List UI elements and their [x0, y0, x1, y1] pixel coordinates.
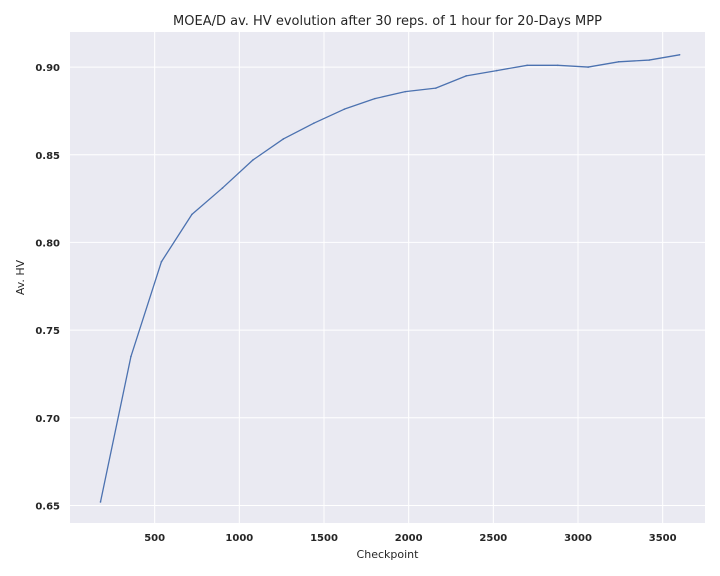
y-tick-label: 0.80	[35, 238, 60, 249]
x-tick-label: 3500	[649, 533, 677, 544]
x-tick-label: 2000	[395, 533, 423, 544]
x-tick-label: 3000	[564, 533, 592, 544]
data-point	[191, 213, 193, 216]
data-point	[678, 53, 681, 56]
y-tick-label: 0.65	[35, 501, 60, 512]
y-tick-label: 0.70	[35, 414, 60, 425]
x-axis-ticks: 500 1000 1500 2000 2500 3000 3500	[144, 533, 676, 544]
data-point	[99, 501, 102, 503]
x-axis-label: Checkpoint	[357, 548, 420, 561]
chart-title: MOEA/D av. HV evolution after 30 reps. o…	[173, 14, 602, 29]
data-point	[221, 187, 224, 189]
data-point	[617, 61, 620, 63]
data-point	[282, 138, 285, 140]
x-tick-label: 1500	[310, 533, 338, 544]
data-point	[252, 159, 254, 161]
data-point	[434, 87, 437, 89]
grid-lines	[70, 32, 705, 523]
series-layer	[99, 53, 681, 503]
data-point	[495, 69, 498, 72]
data-point	[648, 59, 650, 61]
series-line	[99, 54, 680, 503]
x-tick-label: 1000	[225, 533, 253, 544]
data-point	[465, 75, 468, 77]
y-axis-label: Av. HV	[14, 259, 27, 295]
plot-area	[70, 32, 705, 523]
data-point	[160, 260, 163, 263]
x-tick-label: 500	[144, 533, 165, 544]
y-tick-label: 0.90	[35, 63, 60, 74]
y-tick-label: 0.75	[35, 326, 60, 337]
data-point	[130, 355, 132, 358]
y-axis-ticks: 0.65 0.70 0.75 0.80 0.85 0.90	[35, 63, 60, 512]
data-point	[587, 66, 589, 68]
data-point	[556, 64, 559, 67]
data-point	[313, 122, 315, 124]
data-point	[526, 64, 528, 67]
x-tick-label: 2500	[479, 533, 507, 544]
data-point	[404, 90, 407, 93]
data-point	[374, 97, 376, 100]
data-point	[343, 108, 346, 110]
y-tick-label: 0.85	[35, 151, 60, 162]
